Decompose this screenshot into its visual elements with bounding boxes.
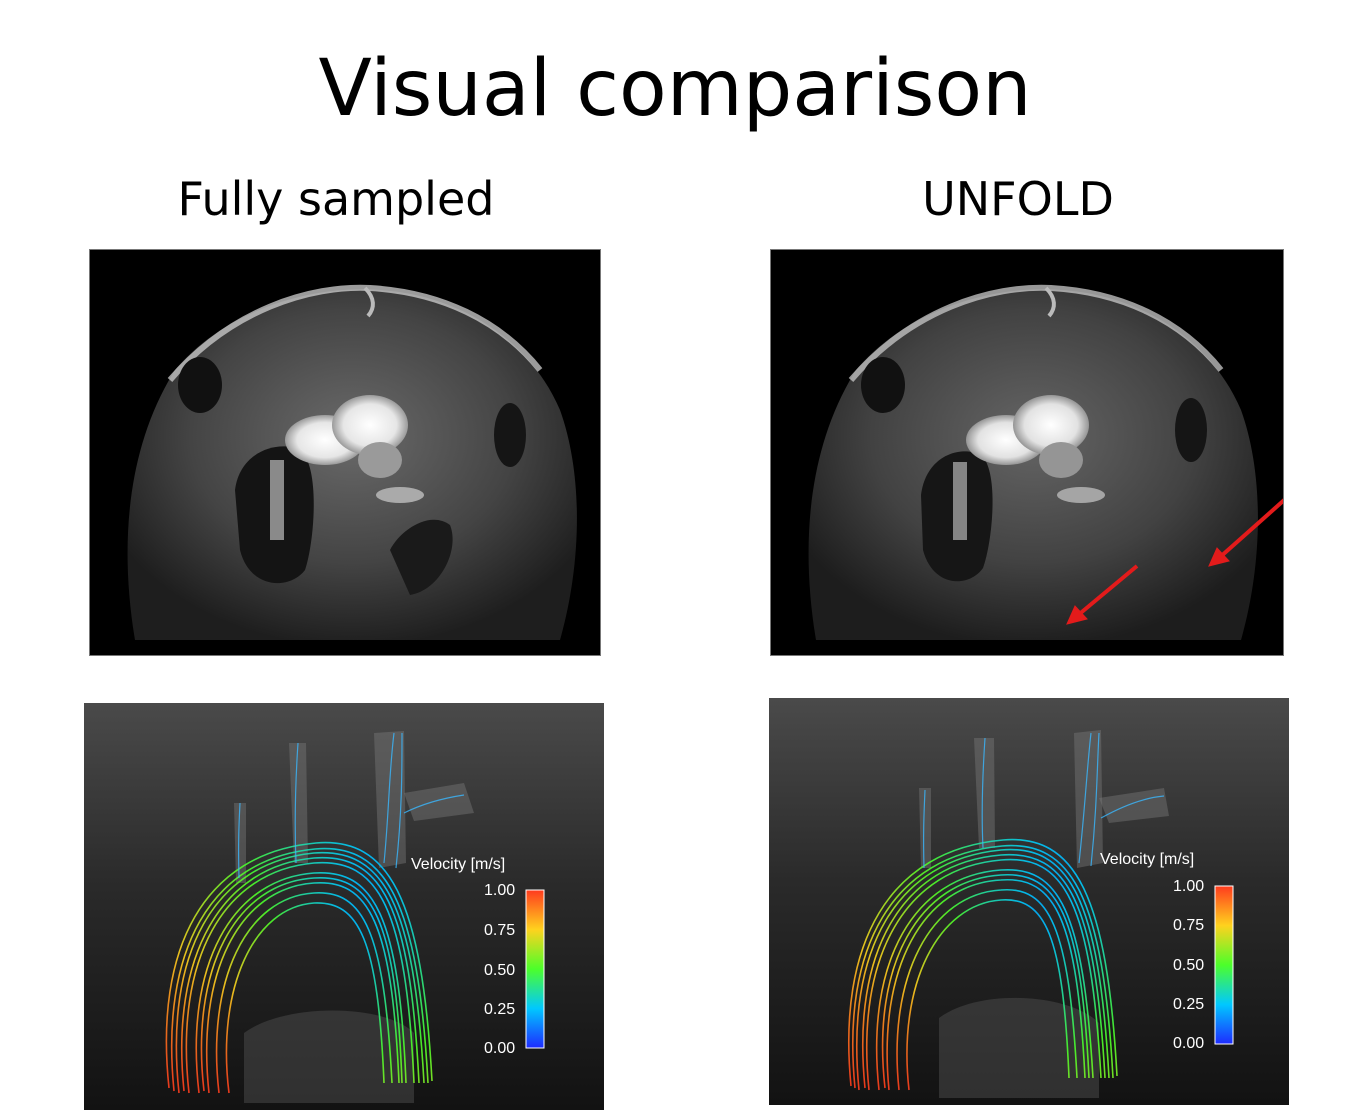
legend-tick: 0.00 <box>484 1040 515 1057</box>
legend-tick: 0.00 <box>1173 1035 1204 1052</box>
legend-tick: 0.25 <box>484 1001 515 1018</box>
column-label-unfold: UNFOLD <box>922 172 1114 226</box>
mri-image-fully-sampled <box>89 249 601 656</box>
legend-tick: 1.00 <box>484 882 515 899</box>
slide-title: Visual comparison <box>318 44 1032 134</box>
artifact-arrow-icon <box>1066 564 1139 625</box>
legend-tick: 0.25 <box>1173 996 1204 1013</box>
legend-title: Velocity [m/s] <box>1100 851 1194 868</box>
streamline-render: Velocity [m/s] 1.00 0.75 0.50 0.25 0.00 <box>165 731 545 1103</box>
flow-visualization-fully-sampled: Velocity [m/s] 1.00 0.75 0.50 0.25 0.00 <box>84 703 604 1110</box>
legend-tick: 0.75 <box>1173 917 1204 934</box>
legend-tick: 0.50 <box>1173 957 1204 974</box>
mri-image-unfold <box>770 249 1284 656</box>
streamline-render: Velocity [m/s] 1.00 0.75 0.50 0.25 0.00 <box>847 730 1234 1098</box>
legend-colorbar <box>1214 885 1234 1045</box>
legend-tick: 0.75 <box>484 922 515 939</box>
column-label-fully-sampled: Fully sampled <box>177 172 495 226</box>
legend-tick: 0.50 <box>484 962 515 979</box>
legend-colorbar <box>525 889 545 1049</box>
legend-tick: 1.00 <box>1173 878 1204 895</box>
legend-title: Velocity [m/s] <box>411 856 505 873</box>
artifact-arrow-icon <box>1208 498 1283 567</box>
flow-visualization-unfold: Velocity [m/s] 1.00 0.75 0.50 0.25 0.00 <box>769 698 1289 1105</box>
